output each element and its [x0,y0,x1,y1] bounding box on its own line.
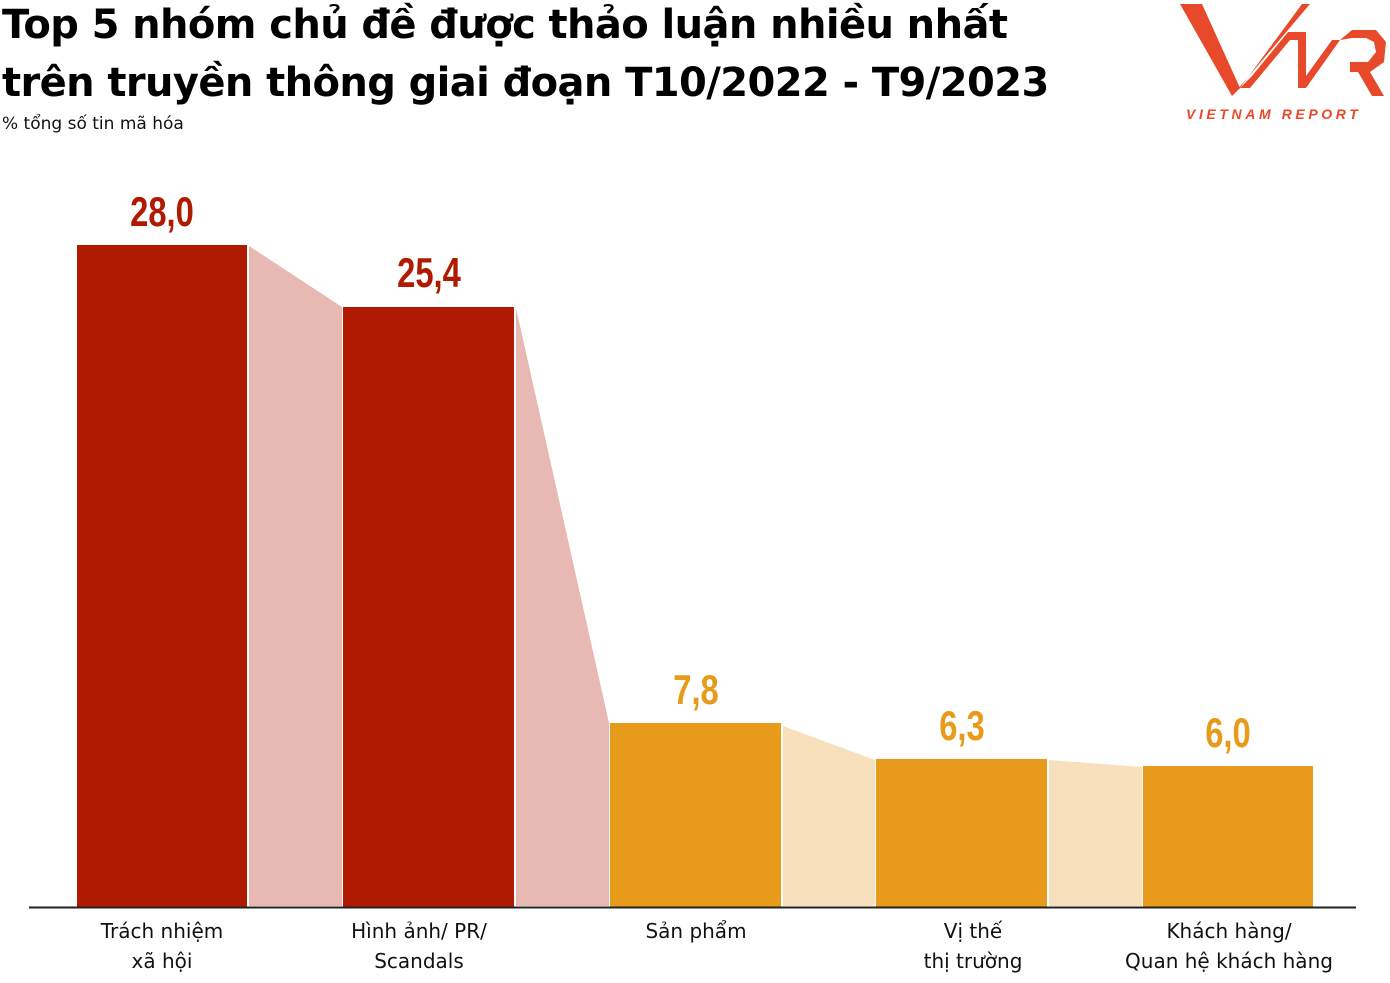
bar-hinh-anh-pr-scandals [343,307,514,907]
value-label-4: 6,3 [939,702,985,749]
chart-title-line-1: Top 5 nhóm chủ đề được thảo luận nhiều n… [2,2,1008,48]
bar-vi-the-thi-truong [876,759,1047,907]
category-label-2: Hình ảnh/ PR/ Scandals [351,919,487,973]
connector-3-4 [783,726,875,906]
bar-trach-nhiem-xa-hoi [77,245,247,907]
bar-san-pham [610,723,781,907]
category-label-1: Trách nhiệm xã hội [100,919,224,973]
value-label-5: 6,0 [1205,709,1251,756]
chart-title-line-2: trên truyền thông giai đoạn T10/2022 - T… [2,60,1049,106]
connector-1-2 [249,246,342,906]
value-label-1: 28,0 [130,188,194,235]
connector-2-3 [516,308,609,906]
connector-4-5 [1049,760,1142,906]
value-label-3: 7,8 [673,666,719,713]
chart-title: Top 5 nhóm chủ đề được thảo luận nhiều n… [2,0,1049,112]
category-label-4: Vị thế thị trường [923,919,1023,973]
chart-subtitle: % tổng số tin mã hóa [2,114,184,134]
bar-khach-hang [1143,766,1313,907]
vnr-logo-text: VIETNAM REPORT [1186,106,1362,122]
category-label-5: Khách hàng/ Quan hệ khách hàng [1125,919,1333,973]
value-label-2: 25,4 [397,249,461,296]
category-label-3: Sản phẩm [645,919,747,943]
vnr-logo-icon [1180,4,1386,96]
